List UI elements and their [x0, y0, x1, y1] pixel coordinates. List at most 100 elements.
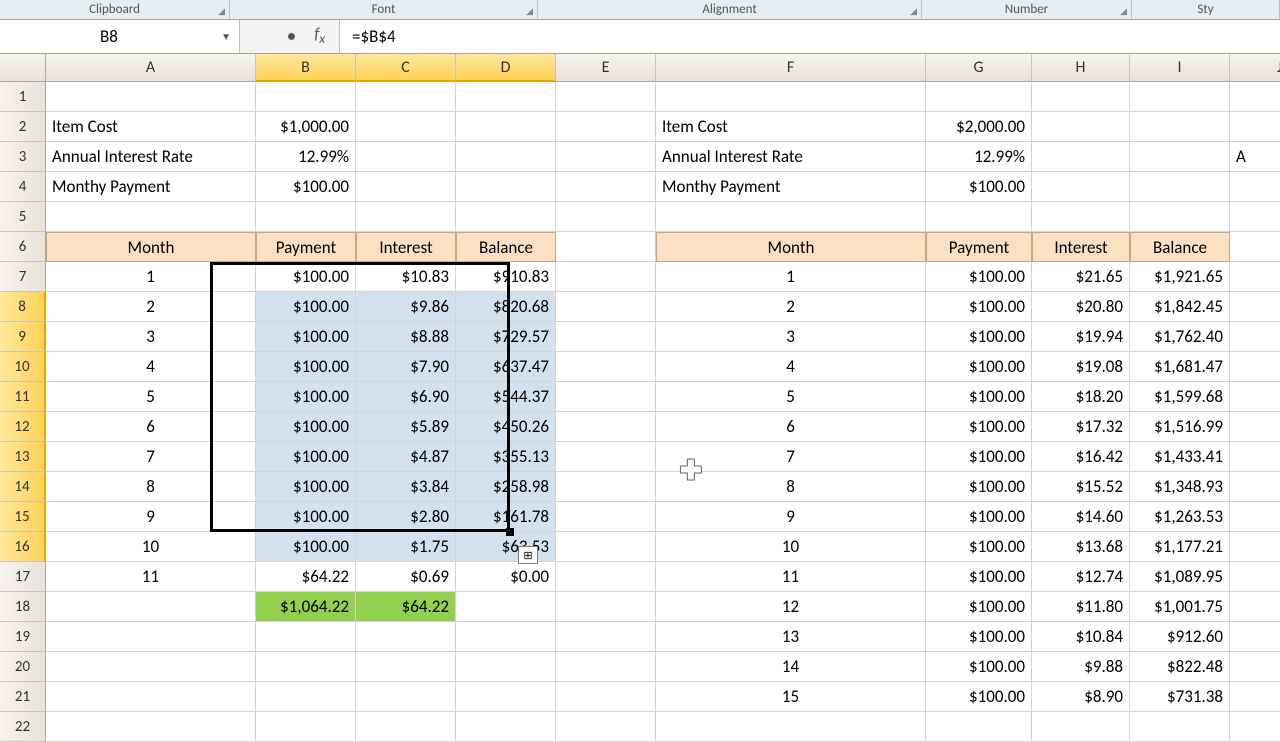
cell[interactable] [46, 592, 256, 622]
row-header[interactable]: 19 [0, 622, 46, 652]
cell[interactable] [556, 442, 656, 472]
cell[interactable] [926, 202, 1032, 232]
cell[interactable]: 2 [46, 292, 256, 322]
cell[interactable]: $10.83 [356, 262, 456, 292]
cell[interactable] [1032, 142, 1130, 172]
row-header[interactable]: 16 [0, 532, 46, 562]
cell[interactable]: 11 [46, 562, 256, 592]
cell[interactable] [1230, 682, 1280, 712]
cell[interactable]: $1,599.68 [1130, 382, 1230, 412]
row-header[interactable]: 9 [0, 322, 46, 352]
cell[interactable] [1230, 382, 1280, 412]
cell[interactable]: $100.00 [256, 382, 356, 412]
cell[interactable]: $1,762.40 [1130, 322, 1230, 352]
cell[interactable] [456, 172, 556, 202]
cell[interactable]: $100.00 [256, 262, 356, 292]
cell[interactable] [1230, 352, 1280, 382]
cell[interactable] [1130, 202, 1230, 232]
cell[interactable] [356, 622, 456, 652]
cell[interactable]: $100.00 [256, 292, 356, 322]
cell[interactable] [556, 652, 656, 682]
cell[interactable] [1230, 562, 1280, 592]
cell[interactable]: $820.68 [456, 292, 556, 322]
cell[interactable] [356, 82, 456, 112]
cell[interactable]: 6 [46, 412, 256, 442]
cell[interactable] [46, 622, 256, 652]
cell[interactable]: 12 [656, 592, 926, 622]
cell[interactable]: 5 [656, 382, 926, 412]
cell[interactable]: $1,348.93 [1130, 472, 1230, 502]
dialog-launcher-icon[interactable]: ◢ [526, 6, 533, 17]
cell[interactable]: $100.00 [926, 532, 1032, 562]
cell[interactable] [256, 652, 356, 682]
cell[interactable]: $5.89 [356, 412, 456, 442]
cell[interactable]: 14 [656, 652, 926, 682]
cell[interactable] [1230, 502, 1280, 532]
row-header[interactable]: 4 [0, 172, 46, 202]
cell[interactable] [1230, 82, 1280, 112]
cell[interactable] [456, 622, 556, 652]
cell[interactable]: $100.00 [256, 502, 356, 532]
cell[interactable] [1032, 82, 1130, 112]
cell[interactable] [556, 292, 656, 322]
cell[interactable]: 8 [656, 472, 926, 502]
cell[interactable]: 5 [46, 382, 256, 412]
formula-input[interactable]: =$B$4 [340, 20, 1280, 53]
row-header[interactable]: 7 [0, 262, 46, 292]
cell[interactable]: $9.86 [356, 292, 456, 322]
ribbon-group-styles[interactable]: Sty [1132, 0, 1280, 19]
row-header[interactable]: 14 [0, 472, 46, 502]
cell[interactable]: $1,516.99 [1130, 412, 1230, 442]
cell[interactable]: $450.26 [456, 412, 556, 442]
cell[interactable]: $731.38 [1130, 682, 1230, 712]
column-header[interactable]: B [256, 54, 356, 82]
cell[interactable] [556, 172, 656, 202]
chevron-down-icon[interactable]: ▼ [221, 30, 231, 43]
cell[interactable] [46, 712, 256, 742]
row-header[interactable]: 2 [0, 112, 46, 142]
name-box[interactable]: B8▼ [0, 20, 240, 53]
cell[interactable] [356, 712, 456, 742]
column-header[interactable]: H [1032, 54, 1130, 82]
row-header[interactable]: 21 [0, 682, 46, 712]
cell[interactable]: $100.00 [926, 592, 1032, 622]
cell[interactable] [1230, 652, 1280, 682]
cell[interactable] [656, 82, 926, 112]
cell[interactable] [1230, 532, 1280, 562]
cell[interactable]: $4.87 [356, 442, 456, 472]
select-all-corner[interactable] [0, 54, 46, 82]
cell[interactable] [1130, 712, 1230, 742]
cell[interactable]: $100.00 [926, 562, 1032, 592]
cell[interactable]: Item Cost [46, 112, 256, 142]
cell[interactable] [256, 712, 356, 742]
fill-handle[interactable] [506, 528, 514, 536]
cell[interactable] [556, 472, 656, 502]
cell[interactable]: $17.32 [1032, 412, 1130, 442]
cell[interactable] [656, 712, 926, 742]
cell[interactable]: $64.22 [356, 592, 456, 622]
cell[interactable] [356, 172, 456, 202]
cell[interactable]: $1.75 [356, 532, 456, 562]
cell[interactable]: Balance [1130, 232, 1230, 262]
cell[interactable] [556, 232, 656, 262]
cell[interactable]: Month [656, 232, 926, 262]
cell[interactable] [356, 142, 456, 172]
cell[interactable] [556, 682, 656, 712]
cell[interactable] [1130, 142, 1230, 172]
cell[interactable] [556, 352, 656, 382]
cell[interactable] [456, 112, 556, 142]
cell[interactable]: 12.99% [256, 142, 356, 172]
cell[interactable] [456, 82, 556, 112]
cell[interactable] [556, 322, 656, 352]
cell[interactable]: $355.13 [456, 442, 556, 472]
row-header[interactable]: 18 [0, 592, 46, 622]
cell[interactable] [256, 682, 356, 712]
cell[interactable]: $100.00 [926, 382, 1032, 412]
cell[interactable] [256, 82, 356, 112]
cell[interactable]: $100.00 [256, 322, 356, 352]
cell[interactable]: $8.88 [356, 322, 456, 352]
row-header[interactable]: 6 [0, 232, 46, 262]
cell[interactable]: Payment [926, 232, 1032, 262]
cell[interactable]: $10.84 [1032, 622, 1130, 652]
cell[interactable] [1230, 712, 1280, 742]
